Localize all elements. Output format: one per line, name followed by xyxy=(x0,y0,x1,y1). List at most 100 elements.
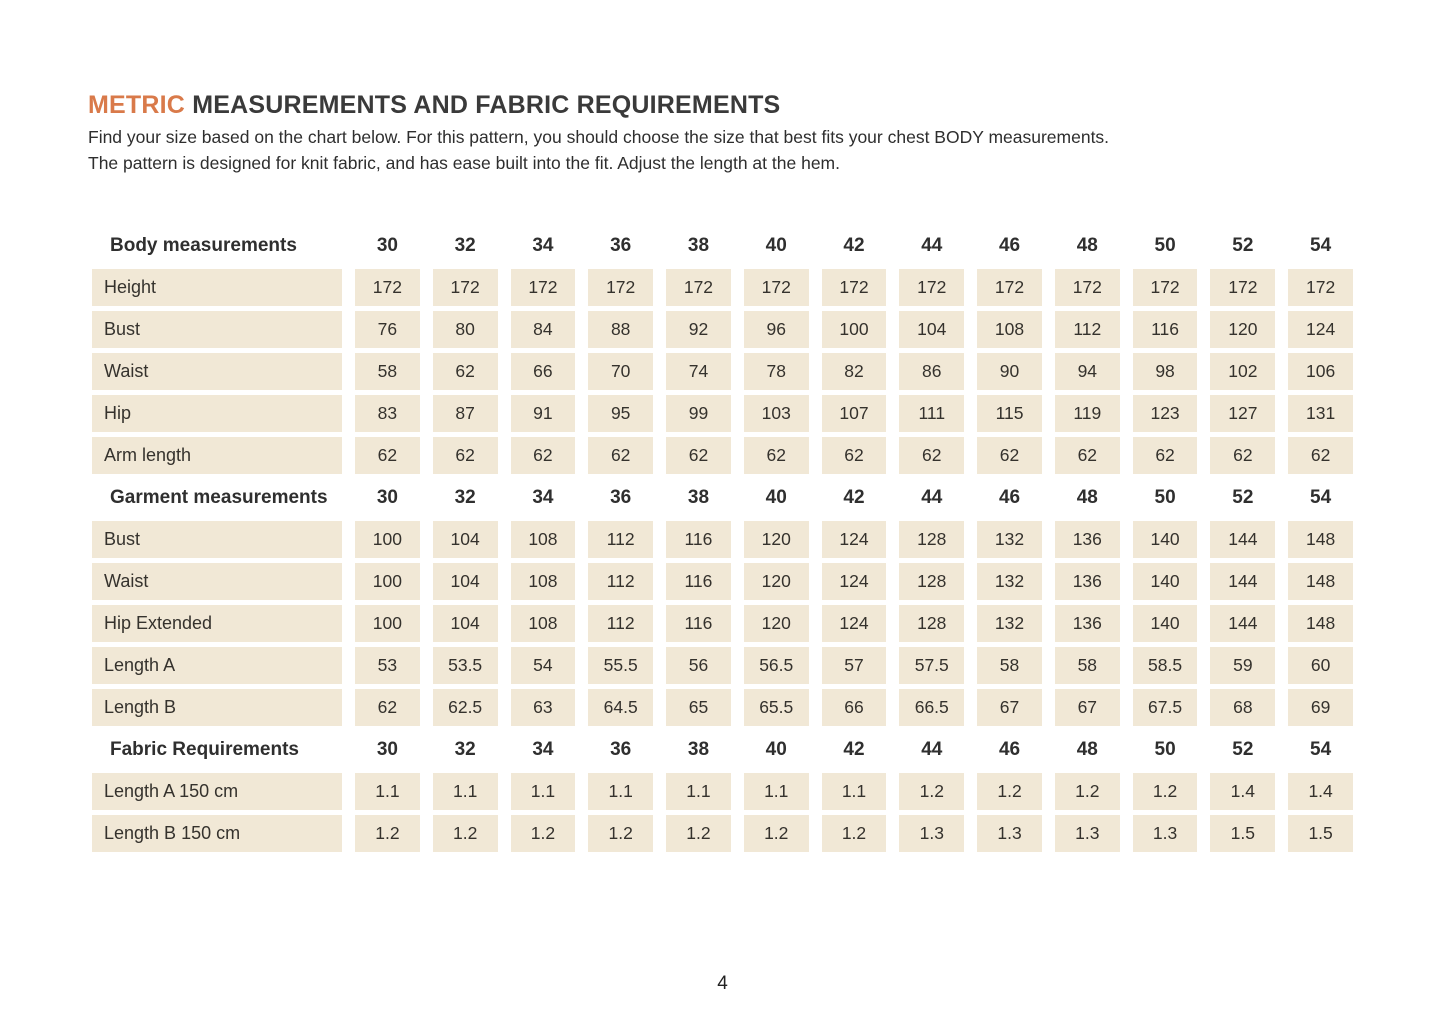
value-cell: 62.5 xyxy=(432,689,498,726)
value-cell: 112 xyxy=(588,521,654,558)
value-cell: 69 xyxy=(1288,689,1353,726)
value-cell: 1.1 xyxy=(666,773,731,810)
size-header-42: 42 xyxy=(843,234,865,256)
value-cell: 128 xyxy=(899,563,965,600)
value-cell: 132 xyxy=(977,563,1042,600)
value-cell: 124 xyxy=(821,521,887,558)
value-cell: 1.1 xyxy=(821,773,887,810)
value-cell: 112 xyxy=(1054,311,1120,348)
value-cell: 86 xyxy=(899,353,965,390)
value-cell: 172 xyxy=(666,269,731,306)
value-cell: 124 xyxy=(821,605,887,642)
value-cell: 68 xyxy=(1210,689,1276,726)
value-cell: 1.2 xyxy=(666,815,731,852)
value-cell: 1.5 xyxy=(1288,815,1353,852)
value-cell: 140 xyxy=(1132,521,1198,558)
value-cell: 95 xyxy=(588,395,654,432)
value-cell: 124 xyxy=(821,563,887,600)
value-cell: 112 xyxy=(588,605,654,642)
intro-line-2: The pattern is designed for knit fabric,… xyxy=(88,153,840,173)
size-header-44: 44 xyxy=(921,738,943,760)
row-label-waist: Waist xyxy=(92,353,342,390)
size-header-54: 54 xyxy=(1310,738,1332,760)
value-cell: 1.2 xyxy=(1132,773,1198,810)
value-cell: 116 xyxy=(666,605,731,642)
value-cell: 100 xyxy=(355,521,420,558)
value-cell: 136 xyxy=(1054,521,1120,558)
intro-line-1: Find your size based on the chart below.… xyxy=(88,127,1110,147)
size-header-52: 52 xyxy=(1232,486,1254,508)
row-label-length-b: Length B xyxy=(92,689,342,726)
value-cell: 70 xyxy=(588,353,654,390)
size-header-48: 48 xyxy=(1076,486,1098,508)
size-header-34: 34 xyxy=(532,738,554,760)
value-cell: 98 xyxy=(1132,353,1198,390)
value-cell: 1.2 xyxy=(432,815,498,852)
value-cell: 100 xyxy=(355,605,420,642)
value-cell: 1.2 xyxy=(821,815,887,852)
size-header-30: 30 xyxy=(376,738,398,760)
value-cell: 80 xyxy=(432,311,498,348)
value-cell: 172 xyxy=(899,269,965,306)
value-cell: 172 xyxy=(510,269,576,306)
size-header-44: 44 xyxy=(921,234,943,256)
value-cell: 65 xyxy=(666,689,731,726)
size-header-32: 32 xyxy=(454,234,476,256)
value-cell: 148 xyxy=(1288,521,1353,558)
value-cell: 84 xyxy=(510,311,576,348)
value-cell: 1.1 xyxy=(510,773,576,810)
value-cell: 1.2 xyxy=(510,815,576,852)
size-header-34: 34 xyxy=(532,486,554,508)
size-header-54: 54 xyxy=(1310,486,1332,508)
section-header-body-measurements: Body measurements xyxy=(110,234,297,256)
section-header-garment-measurements: Garment measurements xyxy=(110,486,328,508)
value-cell: 116 xyxy=(666,521,731,558)
size-header-44: 44 xyxy=(921,486,943,508)
value-cell: 62 xyxy=(432,353,498,390)
value-cell: 108 xyxy=(510,563,576,600)
value-cell: 172 xyxy=(977,269,1042,306)
value-cell: 100 xyxy=(355,563,420,600)
value-cell: 128 xyxy=(899,521,965,558)
value-cell: 136 xyxy=(1054,605,1120,642)
value-cell: 108 xyxy=(510,521,576,558)
value-cell: 1.3 xyxy=(1054,815,1120,852)
row-label-bust: Bust xyxy=(92,521,342,558)
value-cell: 1.2 xyxy=(1054,773,1120,810)
value-cell: 172 xyxy=(588,269,654,306)
size-header-52: 52 xyxy=(1232,234,1254,256)
value-cell: 67 xyxy=(1054,689,1120,726)
value-cell: 55.5 xyxy=(588,647,654,684)
value-cell: 59 xyxy=(1210,647,1276,684)
size-header-42: 42 xyxy=(843,738,865,760)
value-cell: 58.5 xyxy=(1132,647,1198,684)
row-label-arm-length: Arm length xyxy=(92,437,342,474)
title-highlight: METRIC xyxy=(88,91,186,119)
value-cell: 94 xyxy=(1054,353,1120,390)
value-cell: 144 xyxy=(1210,563,1276,600)
value-cell: 140 xyxy=(1132,563,1198,600)
value-cell: 60 xyxy=(1288,647,1353,684)
value-cell: 148 xyxy=(1288,605,1353,642)
value-cell: 78 xyxy=(743,353,809,390)
value-cell: 66 xyxy=(510,353,576,390)
value-cell: 102 xyxy=(1210,353,1276,390)
value-cell: 57 xyxy=(821,647,887,684)
value-cell: 172 xyxy=(355,269,420,306)
measurements-table: Body measurements 30 32 34 36 38 40 42 44 46 48 50 5… xyxy=(92,227,1353,852)
size-header-40: 40 xyxy=(765,234,787,256)
row-label-length-b-150-cm: Length B 150 cm xyxy=(92,815,342,852)
size-header-46: 46 xyxy=(998,738,1021,760)
value-cell: 87 xyxy=(432,395,498,432)
value-cell: 1.3 xyxy=(899,815,965,852)
size-header-34: 34 xyxy=(532,234,554,256)
value-cell: 56 xyxy=(666,647,731,684)
value-cell: 62 xyxy=(666,437,731,474)
value-cell: 131 xyxy=(1288,395,1353,432)
row-label-waist: Waist xyxy=(92,563,342,600)
title-rest: MEASUREMENTS AND FABRIC REQUIREMENTS xyxy=(192,91,781,119)
value-cell: 62 xyxy=(743,437,809,474)
value-cell: 91 xyxy=(510,395,576,432)
size-header-42: 42 xyxy=(843,486,865,508)
